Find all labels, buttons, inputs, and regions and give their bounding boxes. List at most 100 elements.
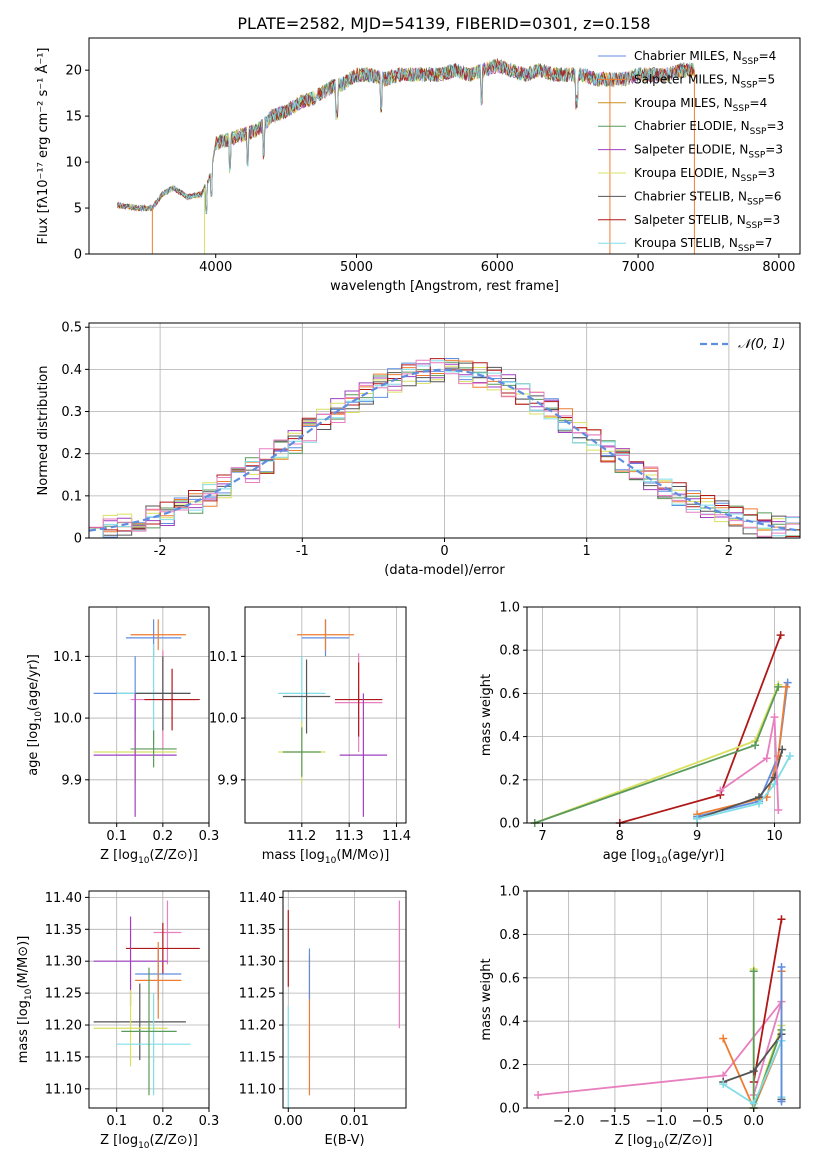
x-tick-label: 10 bbox=[766, 829, 783, 844]
y-tick-label: 10.0 bbox=[53, 712, 82, 727]
weight-series-line bbox=[538, 1001, 783, 1096]
y-tick-label: 11.15 bbox=[239, 1050, 276, 1065]
weight-marker bbox=[749, 1099, 758, 1108]
weight-marker bbox=[534, 1090, 543, 1099]
y-tick-label: 0.5 bbox=[61, 321, 82, 336]
weight-series-line bbox=[719, 717, 780, 811]
weight-series-line bbox=[696, 755, 791, 820]
errorbar-point bbox=[93, 983, 186, 1061]
legend-entry: Salpeter ELODIE, NSSP=3 bbox=[634, 143, 783, 161]
x-tick-label: 2 bbox=[725, 544, 733, 559]
panel-mass-vs-Z: 0.1 0.2 0.3 11.10 11.15 11.20 11.25 11.30 11.35 1… bbox=[16, 890, 220, 1151]
y-tick-label: 0.4 bbox=[499, 1015, 520, 1030]
x-tick-label: 11.2 bbox=[287, 829, 316, 844]
weight-marker bbox=[774, 682, 783, 691]
x-tick-label: 7000 bbox=[622, 260, 655, 275]
x-tick-label: 4000 bbox=[199, 260, 232, 275]
spectrum-legend: Chabrier MILES, NSSP=4 Salpeter MILES, NS… bbox=[598, 49, 784, 254]
plot-area bbox=[93, 900, 200, 1096]
weight-series-line bbox=[696, 749, 784, 820]
axes-frame bbox=[88, 37, 801, 255]
errorbar-point bbox=[121, 967, 177, 1096]
weight-marker bbox=[762, 754, 771, 763]
y-tick-label: 11.30 bbox=[239, 955, 276, 970]
weight-marker bbox=[693, 814, 702, 823]
x-tick-label: 7 bbox=[538, 829, 546, 844]
x-tick-label: 0.1 bbox=[106, 829, 127, 844]
errorbar-point bbox=[282, 727, 321, 777]
x-tick-label: −1.0 bbox=[645, 1114, 677, 1129]
weight-marker bbox=[774, 806, 783, 815]
x-tick-label: 8000 bbox=[762, 260, 795, 275]
legend-entry: Kroupa MILES, NSSP=4 bbox=[634, 96, 767, 114]
y-tick-label: 11.10 bbox=[45, 1082, 82, 1097]
y-tick-label: 11.20 bbox=[239, 1019, 276, 1034]
x-tick-label: −2.0 bbox=[553, 1114, 585, 1129]
errorbar-point bbox=[135, 656, 191, 731]
plot-area bbox=[287, 900, 400, 1108]
y-tick-label: 20 bbox=[65, 64, 82, 79]
weight-marker bbox=[782, 682, 791, 691]
plot-area bbox=[89, 358, 800, 538]
y-tick-label: 11.25 bbox=[239, 987, 276, 1002]
panel-weight-vs-age: 7 8 9 10 0.0 0.2 0.4 0.6 0.8 1.0 age [log10(age/yr… bbox=[479, 601, 801, 866]
errorbar-point bbox=[334, 662, 383, 737]
weight-marker bbox=[778, 745, 787, 754]
y-tick-label: 11.35 bbox=[45, 923, 82, 938]
errorbar-point bbox=[153, 900, 182, 965]
weight-marker bbox=[719, 1034, 728, 1043]
panel-spectrum: 4000 5000 6000 7000 8000 0 5 10 15 20 wavelength [… bbox=[35, 37, 801, 294]
x-tick-label: 0.3 bbox=[199, 829, 220, 844]
y-axis-label: mass [log10(M/M⊙)] bbox=[16, 936, 34, 1064]
y-tick-label: 10.0 bbox=[209, 712, 238, 727]
weight-marker bbox=[751, 741, 760, 750]
legend-entry: Salpeter MILES, NSSP=5 bbox=[634, 72, 775, 90]
errorbar-point bbox=[144, 668, 200, 731]
x-tick-label: 0.00 bbox=[274, 1114, 303, 1129]
legend-entry: Salpeter STELIB, NSSP=3 bbox=[634, 213, 780, 231]
y-tick-label: 11.40 bbox=[239, 891, 276, 906]
y-tick-label: 0.1 bbox=[61, 489, 82, 504]
legend-entry: Chabrier MILES, NSSP=4 bbox=[634, 49, 776, 67]
y-tick-label: 0.8 bbox=[499, 928, 520, 943]
x-axis-label: Z [log10(Z/Z⊙)] bbox=[100, 1133, 198, 1151]
y-tick-label: 0 bbox=[74, 248, 82, 263]
spectrum-line bbox=[117, 61, 695, 214]
gaussian-reference-curve bbox=[89, 368, 800, 532]
x-tick-label: 0.2 bbox=[153, 829, 174, 844]
x-tick-label: −1.5 bbox=[599, 1114, 631, 1129]
y-tick-label: 9.9 bbox=[217, 773, 238, 788]
plot-area bbox=[116, 57, 695, 254]
plot-area bbox=[530, 631, 794, 827]
errorbar-point bbox=[130, 619, 186, 651]
weight-marker bbox=[777, 1097, 786, 1106]
weight-marker bbox=[716, 786, 725, 795]
y-tick-label: 1.0 bbox=[499, 601, 520, 616]
errorbar-point bbox=[93, 693, 177, 817]
figure-title: PLATE=2582, MJD=54139, FIBERID=0301, z=0… bbox=[237, 14, 650, 33]
weight-marker bbox=[749, 967, 758, 976]
y-tick-label: 0 bbox=[74, 532, 82, 547]
x-tick-label: 1 bbox=[583, 544, 591, 559]
x-tick-label: 11.3 bbox=[335, 829, 364, 844]
y-axis-label: Normed distribution bbox=[36, 366, 51, 496]
y-tick-label: 10 bbox=[65, 156, 82, 171]
histogram-series bbox=[89, 359, 800, 538]
y-axis-label: Flux [fλ10⁻¹⁷ erg cm⁻² s⁻¹ Å⁻¹] bbox=[35, 48, 51, 245]
plot-area bbox=[278, 619, 388, 817]
x-tick-label: −0.5 bbox=[692, 1114, 724, 1129]
y-tick-label: 11.20 bbox=[45, 1019, 82, 1034]
x-tick-label: 0.3 bbox=[199, 1114, 220, 1129]
weight-marker bbox=[770, 713, 779, 722]
y-tick-label: 9.9 bbox=[61, 773, 82, 788]
y-tick-label: 10.1 bbox=[53, 650, 82, 665]
y-tick-label: 0.2 bbox=[499, 1058, 520, 1073]
panel-residuals: -2 -1 0 1 2 0 0.1 0.2 0.3 0.4 0.5 (data-model)/erro… bbox=[36, 321, 801, 578]
y-tick-label: 15 bbox=[65, 110, 82, 125]
axes-frame bbox=[282, 890, 407, 1109]
errorbar-point bbox=[125, 922, 200, 974]
x-tick-label: -1 bbox=[296, 544, 309, 559]
y-tick-label: 0.4 bbox=[61, 363, 82, 378]
x-axis-label: (data-model)/error bbox=[384, 563, 505, 578]
